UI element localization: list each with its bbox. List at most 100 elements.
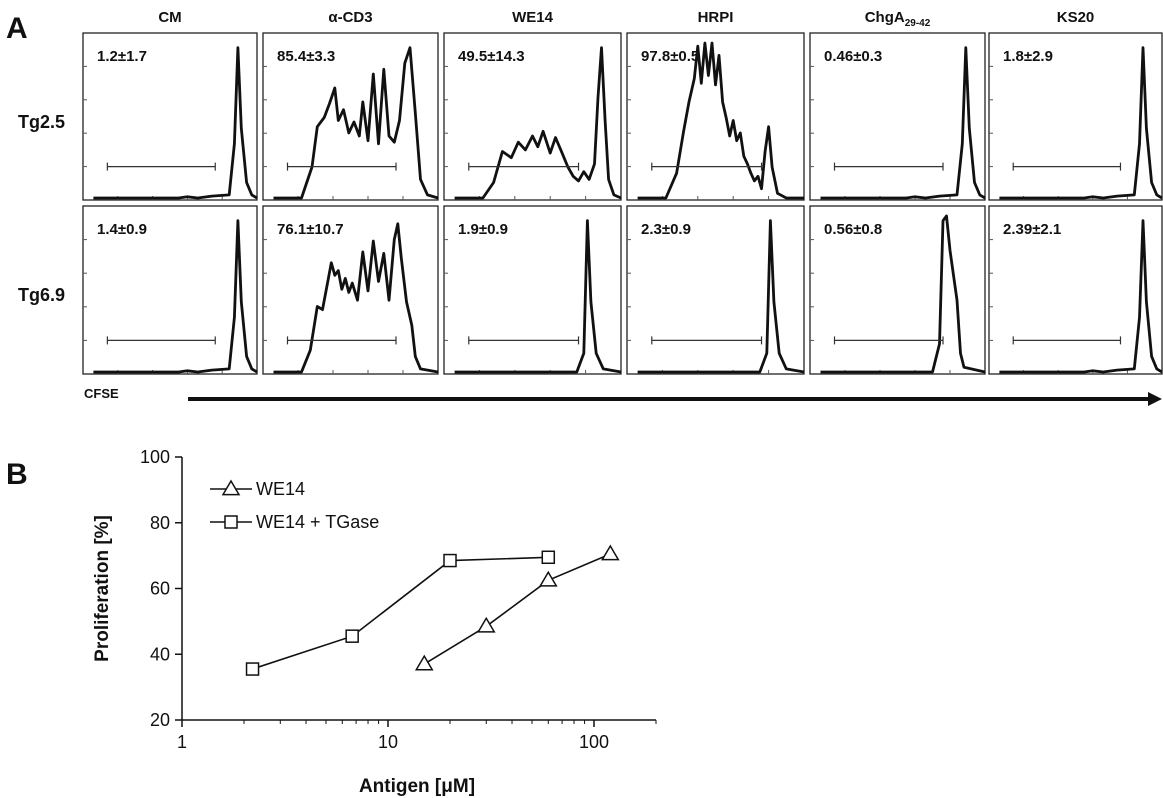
series-1: [245, 550, 556, 676]
cfse-arrow: [188, 392, 1162, 406]
data-point: [538, 570, 558, 587]
proliferation-stat: 2.3±0.9: [641, 221, 691, 238]
data-point: [541, 550, 556, 565]
column-title-1: α-CD3: [328, 9, 372, 26]
proliferation-stat: 85.4±3.3: [277, 48, 335, 65]
column-title-0: CM: [158, 9, 181, 26]
histogram-frame: [809, 32, 986, 201]
series-0: [414, 544, 620, 671]
series-line: [423, 553, 611, 665]
gate-marker: [833, 336, 944, 345]
proliferation-stat: 49.5±14.3: [458, 48, 525, 65]
proliferation-stat: 97.8±0.5: [641, 48, 699, 65]
histogram-frame: [988, 205, 1163, 375]
row-label-0: Tg2.5: [18, 112, 65, 132]
gate-marker: [651, 336, 763, 345]
histogram-panel-0-3: 97.8±0.5: [626, 32, 805, 201]
proliferation-stat: 76.1±10.7: [277, 221, 344, 238]
x-tick-label: 1: [177, 732, 187, 752]
histogram-curve: [273, 222, 439, 374]
histogram-panel-1-5: 2.39±2.1: [988, 205, 1163, 375]
proliferation-chart: 20 40 60 80 100 1 10 100 Antigen [μM] Proliferati…: [92, 447, 657, 797]
histogram-curve: [999, 46, 1163, 200]
row-label-1: Tg6.9: [18, 285, 65, 305]
proliferation-stat: 1.8±2.9: [1003, 48, 1053, 65]
panel-b-letter: B: [6, 458, 28, 491]
legend-item: WE14: [210, 479, 305, 499]
histogram-panel-1-3: 2.3±0.9: [626, 205, 805, 375]
histogram-curve: [999, 219, 1163, 374]
panel-a-letter: A: [6, 12, 28, 45]
proliferation-stat: 1.4±0.9: [97, 221, 147, 238]
panel-a-histogram-grid: 1.2±1.7 85.4±3.3 49.5±14.3 97.8±0.5 0.46±0.3…: [82, 32, 1163, 375]
histogram-curve: [637, 219, 805, 374]
y-axis-title: Proliferation [%]: [92, 515, 113, 662]
column-title-2: WE14: [512, 9, 554, 26]
histogram-panel-1-4: 0.56±0.8: [809, 205, 986, 375]
panel-a-row-labels: Tg2.5 Tg6.9: [18, 112, 65, 305]
histogram-panel-0-0: 1.2±1.7: [82, 32, 258, 201]
histogram-curve: [820, 214, 986, 374]
histogram-curve: [93, 46, 258, 200]
histogram-frame: [82, 205, 258, 375]
histogram-panel-1-2: 1.9±0.9: [443, 205, 622, 375]
legend-item: WE14 + TGase: [210, 512, 379, 532]
data-point: [476, 616, 496, 633]
histogram-frame: [262, 32, 439, 201]
x-tick-label: 10: [378, 732, 398, 752]
column-title-4: ChgA29-42: [865, 9, 931, 29]
histogram-curve: [93, 219, 258, 374]
gate-marker: [1012, 162, 1122, 171]
histogram-curve: [820, 46, 986, 200]
proliferation-stat: 0.56±0.8: [824, 221, 882, 238]
gate-marker: [833, 162, 944, 171]
proliferation-stat: 0.46±0.3: [824, 48, 882, 65]
histogram-panel-0-1: 85.4±3.3: [262, 32, 439, 201]
column-title-5: KS20: [1057, 9, 1095, 26]
histogram-curve: [454, 46, 622, 200]
histogram-panel-1-0: 1.4±0.9: [82, 205, 258, 375]
gate-marker: [468, 162, 580, 171]
histogram-frame: [988, 32, 1163, 201]
proliferation-stat: 2.39±2.1: [1003, 221, 1061, 238]
series-line: [252, 556, 549, 670]
gate-marker: [106, 336, 216, 345]
legend-label: WE14 + TGase: [256, 512, 379, 532]
y-tick-label: 100: [140, 447, 170, 467]
legend-label: WE14: [256, 479, 305, 499]
data-point: [600, 544, 620, 561]
panel-a-column-titles: CM α-CD3 WE14 HRPI ChgA29-42 KS20: [158, 9, 1094, 29]
legend-marker: [224, 515, 238, 529]
y-tick-label: 80: [150, 513, 170, 533]
y-tick-label: 40: [150, 644, 170, 664]
x-axis-title: Antigen [μM]: [359, 776, 475, 797]
data-point: [443, 553, 457, 568]
y-tick-label: 20: [150, 710, 170, 730]
cfse-axis-label: CFSE: [84, 386, 119, 401]
legend-marker: [221, 479, 241, 496]
histogram-panel-1-1: 76.1±10.7: [262, 205, 439, 375]
histogram-frame: [82, 32, 258, 201]
gate-marker: [651, 162, 763, 171]
histogram-curve: [273, 46, 439, 200]
gate-marker: [1012, 336, 1122, 345]
gate-marker: [286, 336, 397, 345]
proliferation-stat: 1.9±0.9: [458, 221, 508, 238]
histogram-panel-0-5: 1.8±2.9: [988, 32, 1163, 201]
gate-marker: [106, 162, 216, 171]
histogram-panel-0-4: 0.46±0.3: [809, 32, 986, 201]
y-tick-label: 60: [150, 579, 170, 599]
histogram-curve: [454, 219, 622, 374]
proliferation-stat: 1.2±1.7: [97, 48, 147, 65]
gate-marker: [286, 162, 397, 171]
x-tick-label: 100: [579, 732, 609, 752]
column-title-3: HRPI: [698, 9, 734, 26]
data-point: [414, 654, 434, 671]
data-point: [245, 662, 260, 676]
histogram-curve: [637, 41, 804, 200]
data-point: [345, 629, 359, 643]
histogram-panel-0-2: 49.5±14.3: [443, 32, 622, 201]
legend: WE14 WE14 + TGase: [210, 479, 379, 532]
gate-marker: [468, 336, 580, 345]
